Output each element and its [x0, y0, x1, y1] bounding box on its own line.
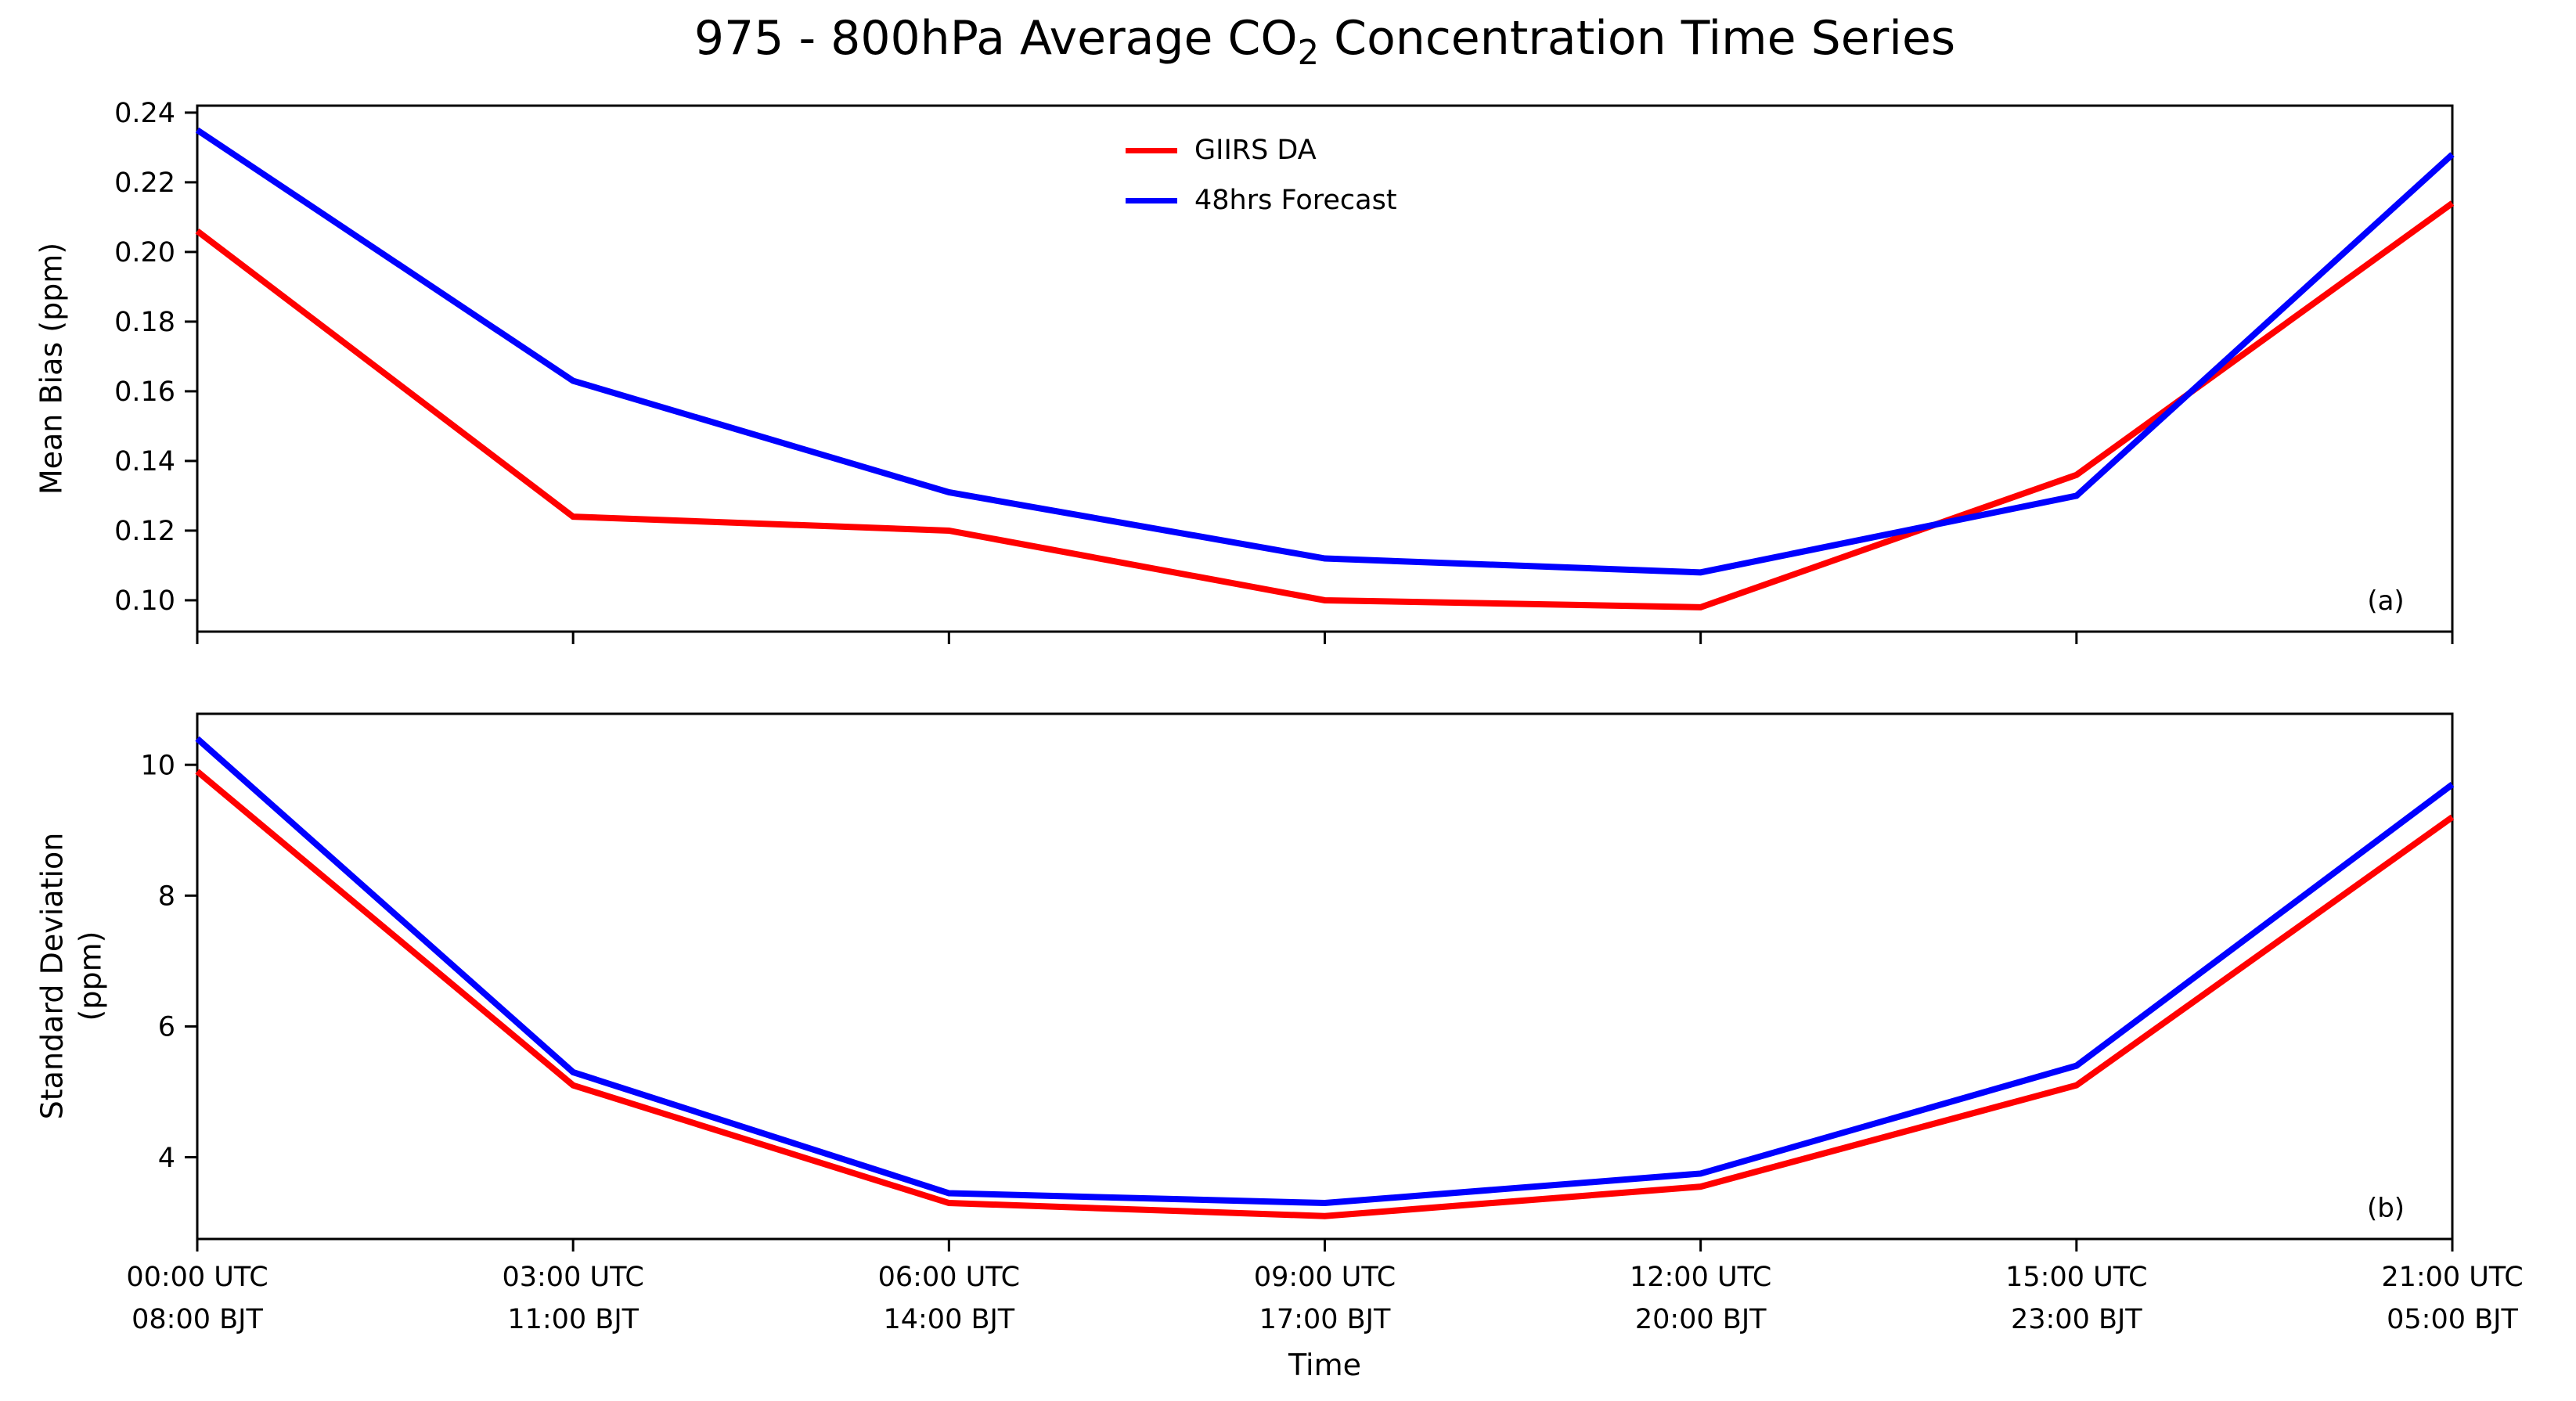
- x-tick-label-bjt: 20:00 BJT: [1635, 1304, 1767, 1335]
- x-axis-label-time: Time: [1288, 1348, 1361, 1382]
- legend-line-swatch-red: [1126, 147, 1177, 153]
- y-tick-label: 0.14: [114, 446, 175, 477]
- x-tick-label-utc: 09:00 UTC: [1254, 1262, 1396, 1293]
- y-tick-label: 0.24: [114, 98, 175, 129]
- x-tick-label-bjt: 08:00 BJT: [132, 1304, 263, 1335]
- series-line-giirs-da: [195, 200, 2455, 610]
- x-tick-label-bjt: 14:00 BJT: [883, 1304, 1014, 1335]
- title-subscript: 2: [1297, 34, 1320, 73]
- y-tick-label: 6: [158, 1012, 175, 1043]
- panel-letter-a: (a): [2367, 585, 2404, 617]
- x-tick-label-utc: 21:00 UTC: [2381, 1262, 2523, 1293]
- y-tick-label: 0.12: [114, 516, 175, 547]
- y-tick-label: 8: [158, 881, 175, 913]
- title-text: 975 - 800hPa Average CO: [694, 11, 1298, 66]
- x-tick-label-utc: 15:00 UTC: [2005, 1262, 2147, 1293]
- legend-line-swatch-blue: [1126, 197, 1177, 203]
- legend-label-48hrs-forecast: 48hrs Forecast: [1194, 185, 1397, 216]
- title-text-2: Concentration Time Series: [1319, 11, 1956, 66]
- legend: GIIRS DA 48hrs Forecast: [1126, 135, 1397, 216]
- y-tick-label: 0.16: [114, 376, 175, 408]
- x-tick-label-bjt: 17:00 BJT: [1259, 1304, 1391, 1335]
- x-tick-label-utc: 00:00 UTC: [126, 1262, 268, 1293]
- y-tick-label: 0.10: [114, 585, 175, 617]
- y-tick-label: 0.18: [114, 307, 175, 338]
- y-tick-label: 0.22: [114, 167, 175, 199]
- x-tick-label-utc: 12:00 UTC: [1630, 1262, 1771, 1293]
- y-tick-label: 10: [140, 750, 175, 781]
- x-tick-label-bjt: 11:00 BJT: [507, 1304, 639, 1335]
- legend-item-48hrs-forecast: 48hrs Forecast: [1126, 185, 1397, 216]
- x-tick-label-utc: 06:00 UTC: [878, 1262, 1020, 1293]
- chart-title: 975 - 800hPa Average CO2 Concentration T…: [197, 11, 2452, 70]
- x-tick-label-utc: 03:00 UTC: [502, 1262, 643, 1293]
- legend-item-giirs-da: GIIRS DA: [1126, 135, 1397, 166]
- x-tick-label-bjt: 05:00 BJT: [2387, 1304, 2518, 1335]
- legend-label-giirs-da: GIIRS DA: [1194, 135, 1317, 166]
- series-line-giirs-da: [195, 769, 2455, 1219]
- panel-letter-b: (b): [2367, 1193, 2405, 1224]
- y-tick-label: 0.20: [114, 237, 175, 268]
- series-line-48hrs-forecast: [195, 736, 2455, 1207]
- panel-b-spines: [196, 712, 2454, 1241]
- y-tick-label: 4: [158, 1143, 175, 1174]
- x-tick-label-bjt: 23:00 BJT: [2011, 1304, 2142, 1335]
- series-line-48hrs-forecast: [195, 127, 2455, 576]
- panel-a-spines: [196, 104, 2454, 633]
